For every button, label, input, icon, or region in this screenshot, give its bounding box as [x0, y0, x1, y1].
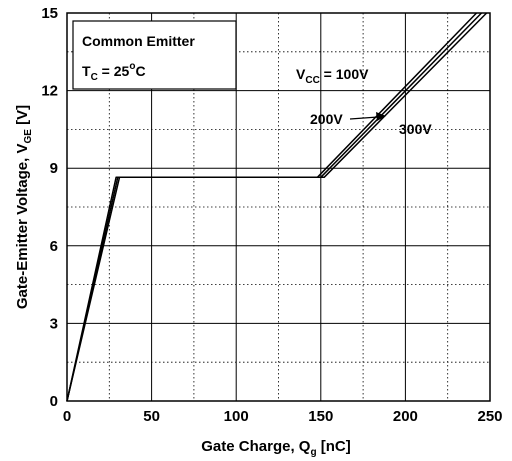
arrow-200v-line	[349, 116, 379, 120]
label-200v: 200V	[310, 111, 343, 127]
x-tick-label: 150	[308, 408, 333, 425]
legend-line-1: Common Emitter	[82, 33, 195, 49]
legend-box	[72, 20, 237, 90]
y-axis-title: Gate-Emitter Voltage, VGE [V]	[14, 105, 34, 309]
x-tick-label: 0	[63, 408, 71, 425]
series-line-300v	[66, 12, 488, 402]
label-300v: 300V	[399, 121, 432, 137]
x-tick-label: 100	[224, 408, 249, 425]
y-tick-label: 12	[41, 83, 58, 100]
label-vcc-100v: VCC = 100V	[296, 66, 369, 86]
grid-lines	[67, 13, 490, 401]
x-tick-label: 200	[393, 408, 418, 425]
series-lines	[66, 12, 488, 402]
plot-frame	[66, 12, 491, 402]
x-tick-label: 50	[143, 408, 160, 425]
y-tick-label: 15	[41, 5, 58, 22]
y-tick-label: 9	[50, 160, 58, 177]
tick-labels: 0 50 100 150 200 250 0 3 6 9 12 15	[41, 5, 502, 425]
y-tick-label: 6	[50, 238, 58, 255]
legend-line-2: TC = 25oC	[82, 61, 146, 83]
x-axis-title: Gate Charge, Qg [nC]	[201, 438, 350, 458]
y-tick-label: 0	[50, 393, 58, 410]
arrow-200v-head	[376, 112, 386, 121]
y-tick-label: 3	[50, 315, 58, 332]
x-tick-label: 250	[477, 408, 502, 425]
